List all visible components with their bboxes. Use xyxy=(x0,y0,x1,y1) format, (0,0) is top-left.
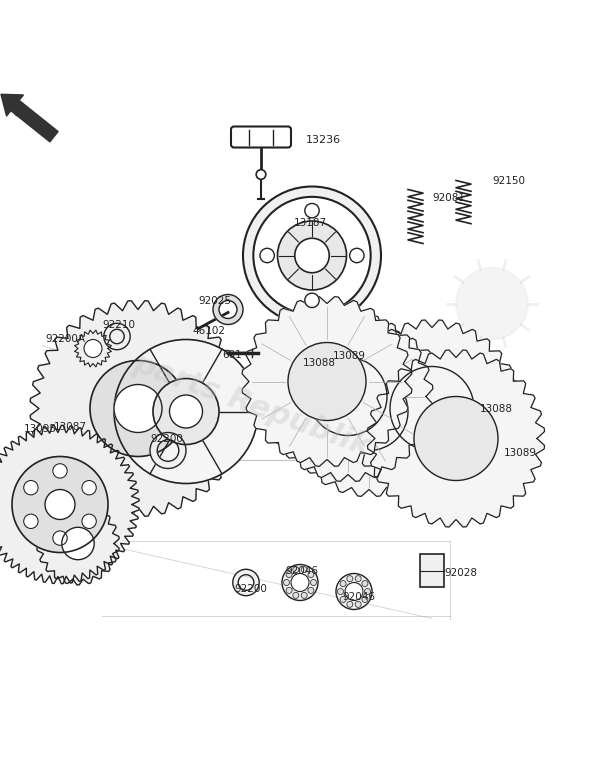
Circle shape xyxy=(330,373,408,450)
Circle shape xyxy=(114,384,162,432)
Polygon shape xyxy=(37,502,119,585)
Polygon shape xyxy=(343,320,521,497)
Text: 13236: 13236 xyxy=(306,136,341,145)
Circle shape xyxy=(82,514,96,529)
Text: 92046: 92046 xyxy=(285,566,318,576)
Text: 92028: 92028 xyxy=(444,569,477,578)
Text: 13089: 13089 xyxy=(504,449,537,459)
Text: 13087: 13087 xyxy=(54,422,87,432)
Text: 92200: 92200 xyxy=(234,584,267,594)
Circle shape xyxy=(390,367,474,450)
Circle shape xyxy=(82,480,96,495)
Circle shape xyxy=(336,574,372,609)
Circle shape xyxy=(340,580,346,587)
Circle shape xyxy=(282,564,318,601)
Circle shape xyxy=(293,592,299,598)
Circle shape xyxy=(350,248,364,263)
Circle shape xyxy=(308,572,314,577)
Text: 92081: 92081 xyxy=(432,194,465,204)
Circle shape xyxy=(414,397,498,480)
Polygon shape xyxy=(0,425,139,584)
Polygon shape xyxy=(263,312,433,481)
Polygon shape xyxy=(30,301,246,516)
Circle shape xyxy=(291,574,309,591)
Circle shape xyxy=(355,601,361,608)
Text: 13187: 13187 xyxy=(294,218,327,228)
Circle shape xyxy=(355,576,361,582)
Text: 92200A: 92200A xyxy=(45,335,85,345)
Text: 601: 601 xyxy=(222,350,242,360)
Circle shape xyxy=(362,597,368,602)
Bar xyxy=(420,554,444,587)
Polygon shape xyxy=(367,350,545,527)
Circle shape xyxy=(24,480,38,495)
Circle shape xyxy=(84,339,102,357)
Circle shape xyxy=(301,567,307,573)
Circle shape xyxy=(456,267,528,339)
Circle shape xyxy=(286,587,292,594)
Circle shape xyxy=(277,221,347,290)
Circle shape xyxy=(256,170,266,179)
FancyArrow shape xyxy=(1,95,58,142)
Text: 13095: 13095 xyxy=(24,425,57,435)
Text: 13088: 13088 xyxy=(480,404,513,414)
Circle shape xyxy=(347,601,353,608)
Circle shape xyxy=(45,490,75,519)
Text: 92210: 92210 xyxy=(102,319,135,329)
Text: 13088: 13088 xyxy=(303,359,336,368)
Circle shape xyxy=(288,343,366,421)
Circle shape xyxy=(62,527,94,560)
FancyBboxPatch shape xyxy=(231,126,291,147)
Circle shape xyxy=(153,378,219,445)
Circle shape xyxy=(114,339,258,484)
Text: parts Republik: parts Republik xyxy=(130,349,374,462)
Circle shape xyxy=(308,587,314,594)
Text: 46102: 46102 xyxy=(192,326,225,336)
Polygon shape xyxy=(74,330,112,367)
Polygon shape xyxy=(284,326,454,496)
Circle shape xyxy=(347,576,353,582)
Circle shape xyxy=(24,514,38,529)
Circle shape xyxy=(305,204,319,218)
Text: 92150: 92150 xyxy=(492,175,525,185)
Circle shape xyxy=(340,597,346,602)
Text: 92200: 92200 xyxy=(150,433,183,443)
Circle shape xyxy=(301,592,307,598)
Circle shape xyxy=(53,463,67,478)
Circle shape xyxy=(364,588,370,594)
Circle shape xyxy=(12,456,108,553)
Polygon shape xyxy=(242,297,412,467)
Circle shape xyxy=(90,360,186,456)
Circle shape xyxy=(284,580,290,585)
Circle shape xyxy=(309,357,387,436)
Circle shape xyxy=(260,248,274,263)
Text: 92025: 92025 xyxy=(198,295,231,305)
Text: 92046: 92046 xyxy=(342,593,375,602)
Circle shape xyxy=(170,395,203,428)
Circle shape xyxy=(286,572,292,577)
Circle shape xyxy=(295,238,329,273)
Circle shape xyxy=(311,580,317,585)
Circle shape xyxy=(345,583,363,601)
Circle shape xyxy=(53,531,67,546)
Circle shape xyxy=(362,580,368,587)
Circle shape xyxy=(293,567,299,573)
Circle shape xyxy=(337,588,343,594)
Text: 13089: 13089 xyxy=(333,351,366,360)
Circle shape xyxy=(305,293,319,308)
